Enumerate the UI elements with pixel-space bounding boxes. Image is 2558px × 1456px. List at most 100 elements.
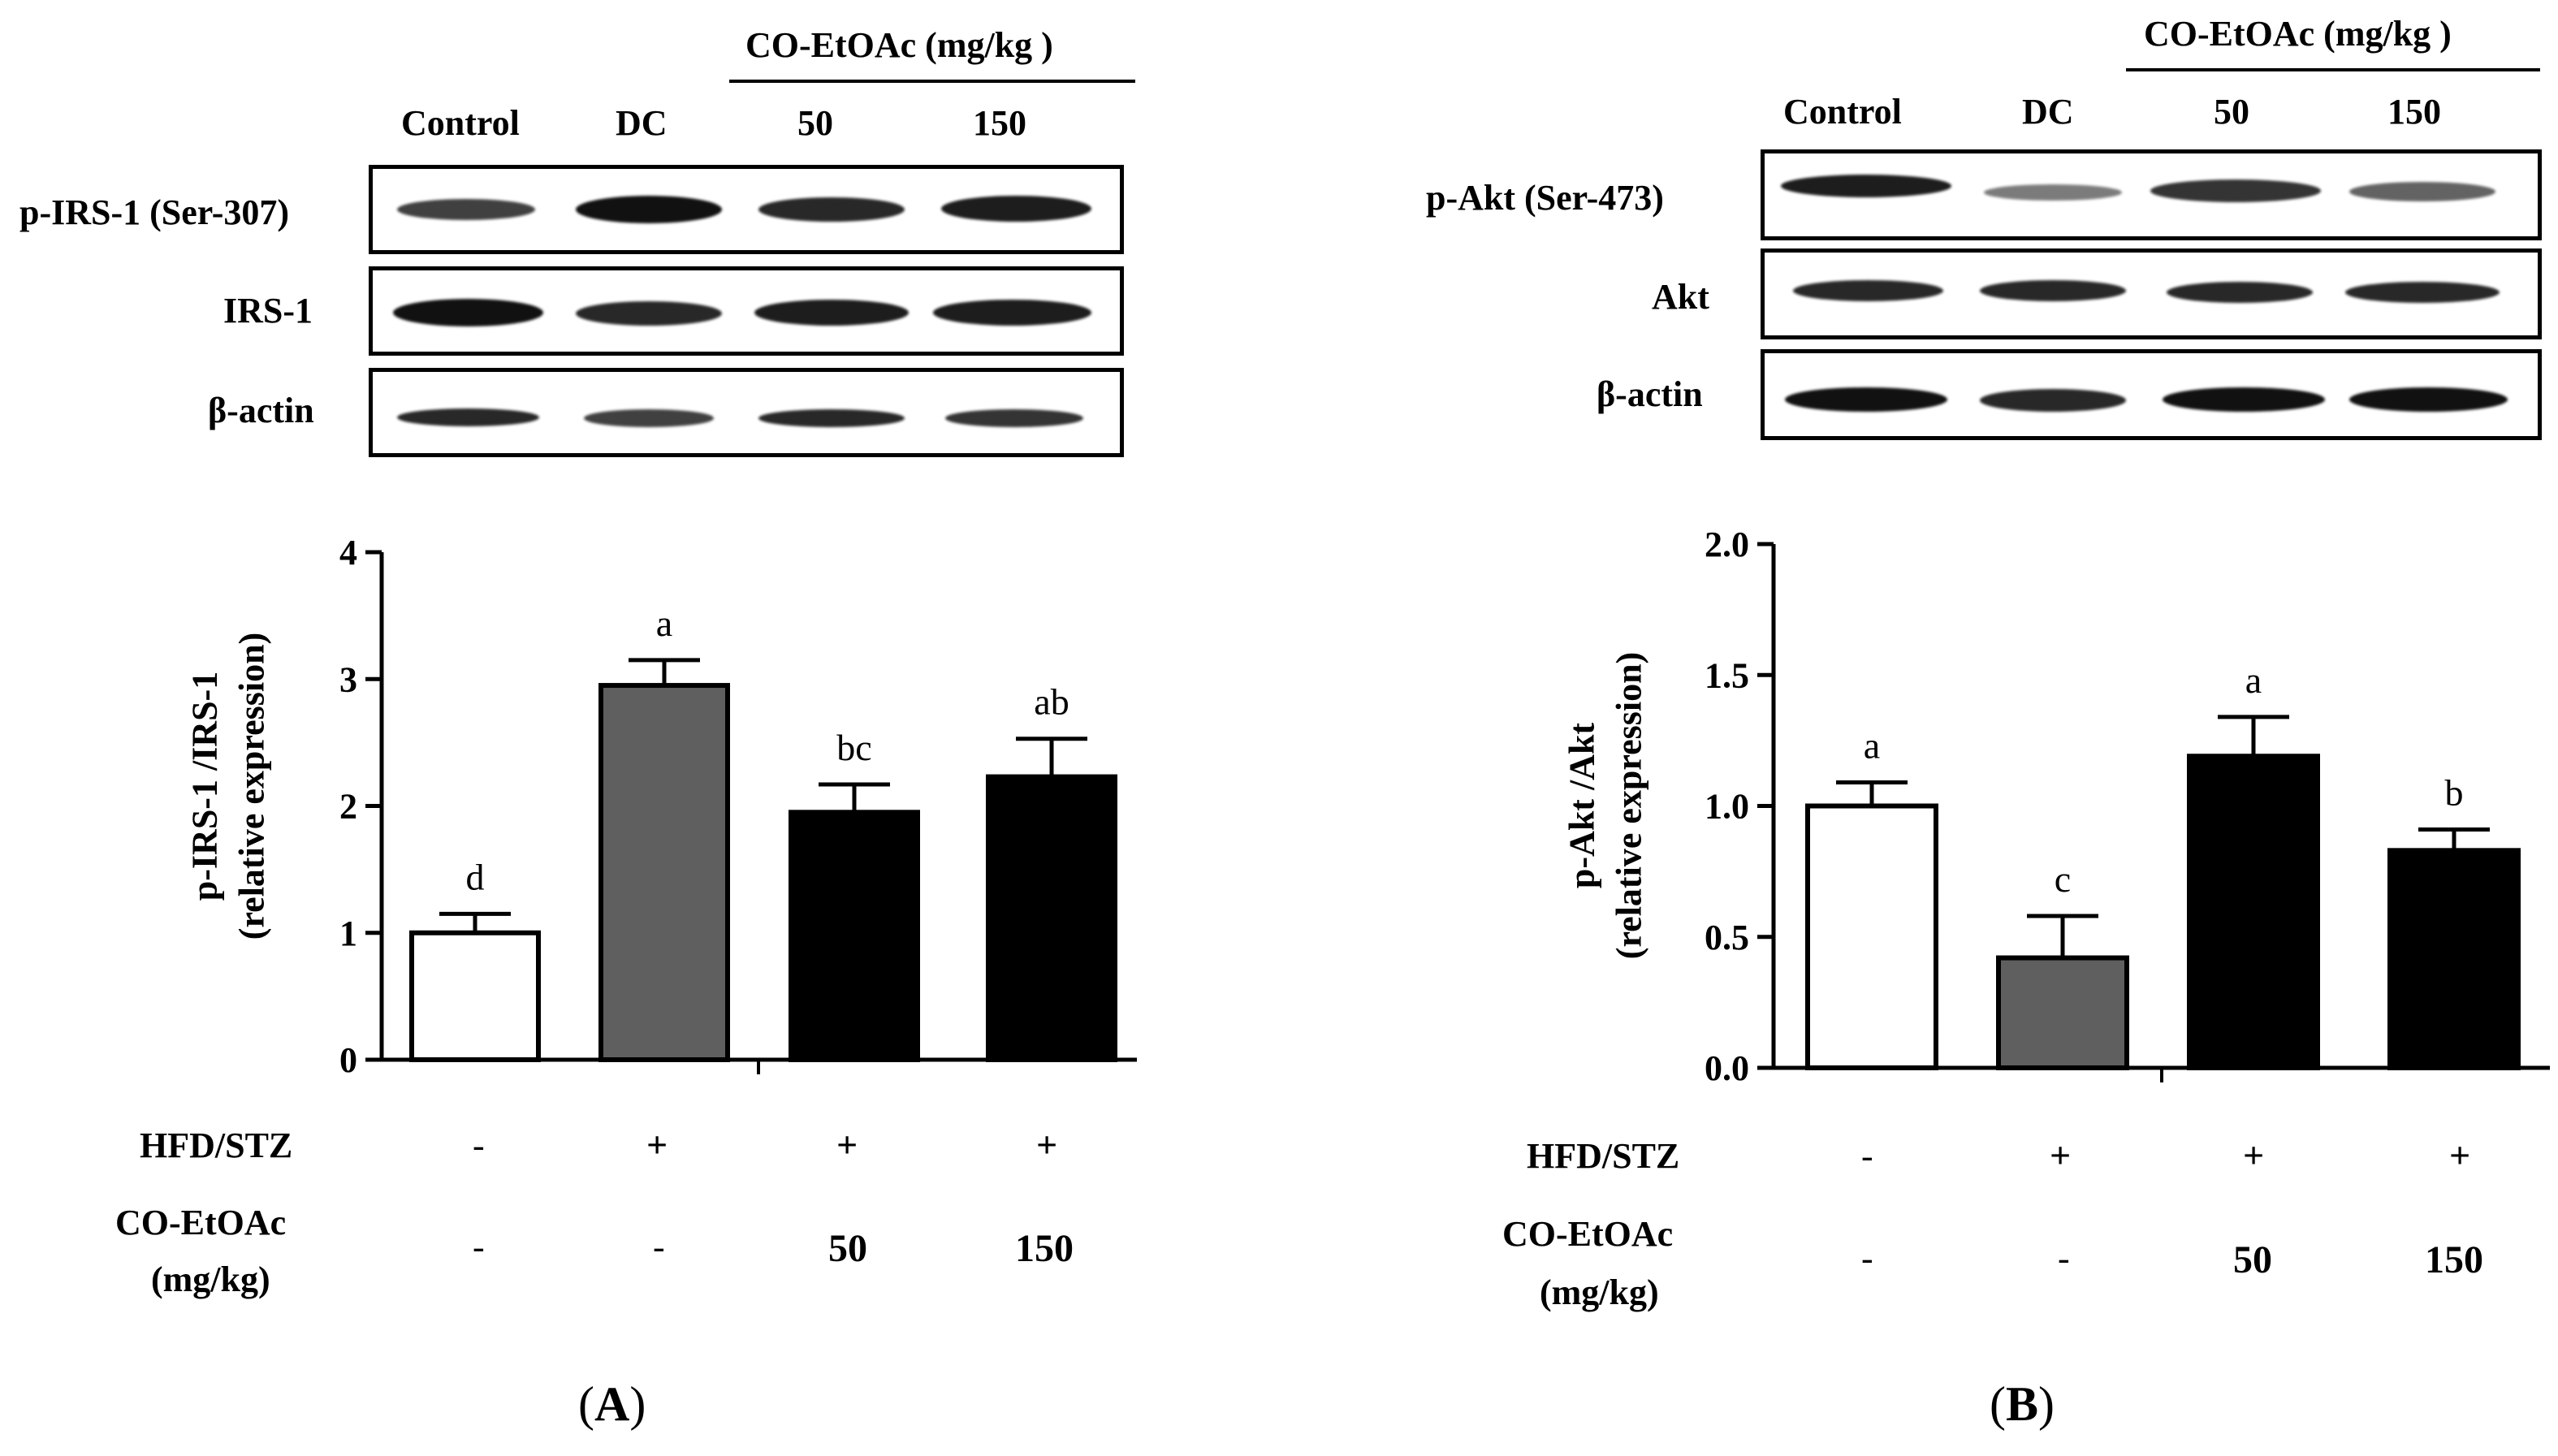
blot-beta-actin-a xyxy=(369,368,1124,457)
blot-band xyxy=(584,409,714,427)
blot-band xyxy=(576,301,722,326)
lane-label-150: 150 xyxy=(973,103,1026,143)
y-tick-label: 1.5 xyxy=(1705,655,1749,695)
bar-50 xyxy=(2187,754,2320,1070)
lane-label-150: 150 xyxy=(2387,92,2441,132)
blot-band xyxy=(933,300,1091,326)
dose-value: - xyxy=(1861,1238,1873,1278)
hfd-value: + xyxy=(1036,1124,1058,1165)
blot-band xyxy=(1785,387,1947,412)
significance-label: a xyxy=(656,603,672,644)
bar-control xyxy=(409,930,541,1062)
hfd-value: - xyxy=(473,1125,485,1165)
dose-value: - xyxy=(653,1227,665,1267)
bar-dc xyxy=(598,683,730,1062)
blot-p-akt xyxy=(1761,149,2542,240)
dose-value: 150 xyxy=(2425,1238,2483,1281)
panel-label-a: (A) xyxy=(578,1377,646,1431)
blot-band xyxy=(1781,175,1951,197)
blot-band xyxy=(1793,280,1943,301)
dose-value: - xyxy=(473,1227,485,1267)
dose-label-line1: CO-EtOAc xyxy=(115,1203,287,1242)
treatment-header-line xyxy=(2126,68,2540,71)
bar-control xyxy=(1805,803,1938,1070)
lane-label-50: 50 xyxy=(2214,92,2249,132)
blot-band xyxy=(393,299,543,326)
significance-label: a xyxy=(1864,724,1880,766)
blot-band xyxy=(2349,182,2495,201)
dose-label-line2: (mg/kg) xyxy=(151,1259,270,1299)
blot-irs1 xyxy=(369,266,1124,356)
y-tick-label: 0.0 xyxy=(1705,1048,1749,1088)
y-tick-label: 3 xyxy=(339,659,357,699)
blot-band xyxy=(1980,389,2126,412)
panel-label-b: (B) xyxy=(1990,1377,2055,1431)
blot-akt xyxy=(1761,248,2542,339)
dose-value: 150 xyxy=(1015,1227,1074,1270)
blot-band xyxy=(758,197,905,222)
blot-p-irs1 xyxy=(369,165,1124,254)
lane-label-50: 50 xyxy=(797,103,833,143)
y-tick-label: 2.0 xyxy=(1705,525,1749,564)
dose-value: - xyxy=(2058,1238,2070,1278)
hfd-stz-label: HFD/STZ xyxy=(1527,1136,1680,1176)
lane-label-control: Control xyxy=(1783,92,1902,132)
blot-label-irs1: IRS-1 xyxy=(223,291,313,331)
hfd-value: + xyxy=(646,1124,668,1165)
significance-label: bc xyxy=(836,727,871,768)
chart-b: 0.0 0.5 1.0 1.5 2.0 a c a b xyxy=(1705,525,2550,1088)
y-tick-label: 0 xyxy=(339,1040,357,1080)
hfd-value: + xyxy=(2243,1134,2265,1176)
hfd-value: + xyxy=(2050,1134,2072,1176)
blot-band xyxy=(1980,280,2126,301)
significance-label: ab xyxy=(1034,681,1069,723)
blot-band xyxy=(758,409,905,427)
lane-label-dc: DC xyxy=(616,103,668,143)
blot-label-p-irs1: p-IRS-1 (Ser-307) xyxy=(19,192,289,232)
blot-beta-actin-b xyxy=(1761,349,2542,440)
treatment-header-line xyxy=(729,80,1135,83)
blot-band xyxy=(397,199,535,220)
blot-band xyxy=(2150,179,2321,202)
blot-band xyxy=(2349,387,2508,412)
blot-band xyxy=(397,408,539,426)
treatment-header: CO-EtOAc (mg/kg ) xyxy=(745,25,1053,65)
significance-label: d xyxy=(466,856,485,897)
bar-150 xyxy=(986,774,1117,1062)
blot-band xyxy=(1984,184,2122,201)
blot-label-beta-actin: β-actin xyxy=(1597,374,1703,414)
blot-label-akt: Akt xyxy=(1652,277,1709,317)
treatment-header: CO-EtOAc (mg/kg ) xyxy=(2144,14,2452,54)
bar-dc xyxy=(1996,955,2129,1071)
significance-label: a xyxy=(2245,659,2262,701)
blot-band xyxy=(945,409,1083,427)
chart-a: 0 1 2 3 4 d a bc ab xyxy=(339,533,1137,1080)
lane-label-dc: DC xyxy=(2022,92,2074,132)
hfd-stz-label: HFD/STZ xyxy=(140,1125,293,1165)
significance-label: b xyxy=(2445,772,2464,814)
blot-label-p-akt: p-Akt (Ser-473) xyxy=(1426,178,1664,218)
blot-band xyxy=(2163,387,2325,412)
y-tick-label: 1 xyxy=(339,914,357,953)
y-tick-label: 1.0 xyxy=(1705,787,1749,827)
bar-50 xyxy=(789,810,920,1062)
blot-label-beta-actin: β-actin xyxy=(208,391,314,430)
dose-value: 50 xyxy=(2233,1238,2272,1281)
blot-band xyxy=(576,196,722,223)
y-tick-label: 4 xyxy=(339,533,357,572)
dose-label-line1: CO-EtOAc xyxy=(1502,1214,1674,1254)
blot-band xyxy=(941,196,1091,222)
hfd-value: - xyxy=(1861,1136,1873,1176)
dose-value: 50 xyxy=(828,1227,867,1270)
bar-150 xyxy=(2387,848,2521,1070)
y-tick-label: 2 xyxy=(339,787,357,827)
blot-band xyxy=(2345,282,2500,303)
y-tick-label: 0.5 xyxy=(1705,918,1749,957)
significance-label: c xyxy=(2055,858,2071,900)
dose-label-line2: (mg/kg) xyxy=(1540,1272,1659,1312)
hfd-value: + xyxy=(836,1124,858,1165)
lane-label-control: Control xyxy=(401,103,520,143)
hfd-value: + xyxy=(2449,1134,2471,1176)
blot-band xyxy=(2167,282,2313,303)
